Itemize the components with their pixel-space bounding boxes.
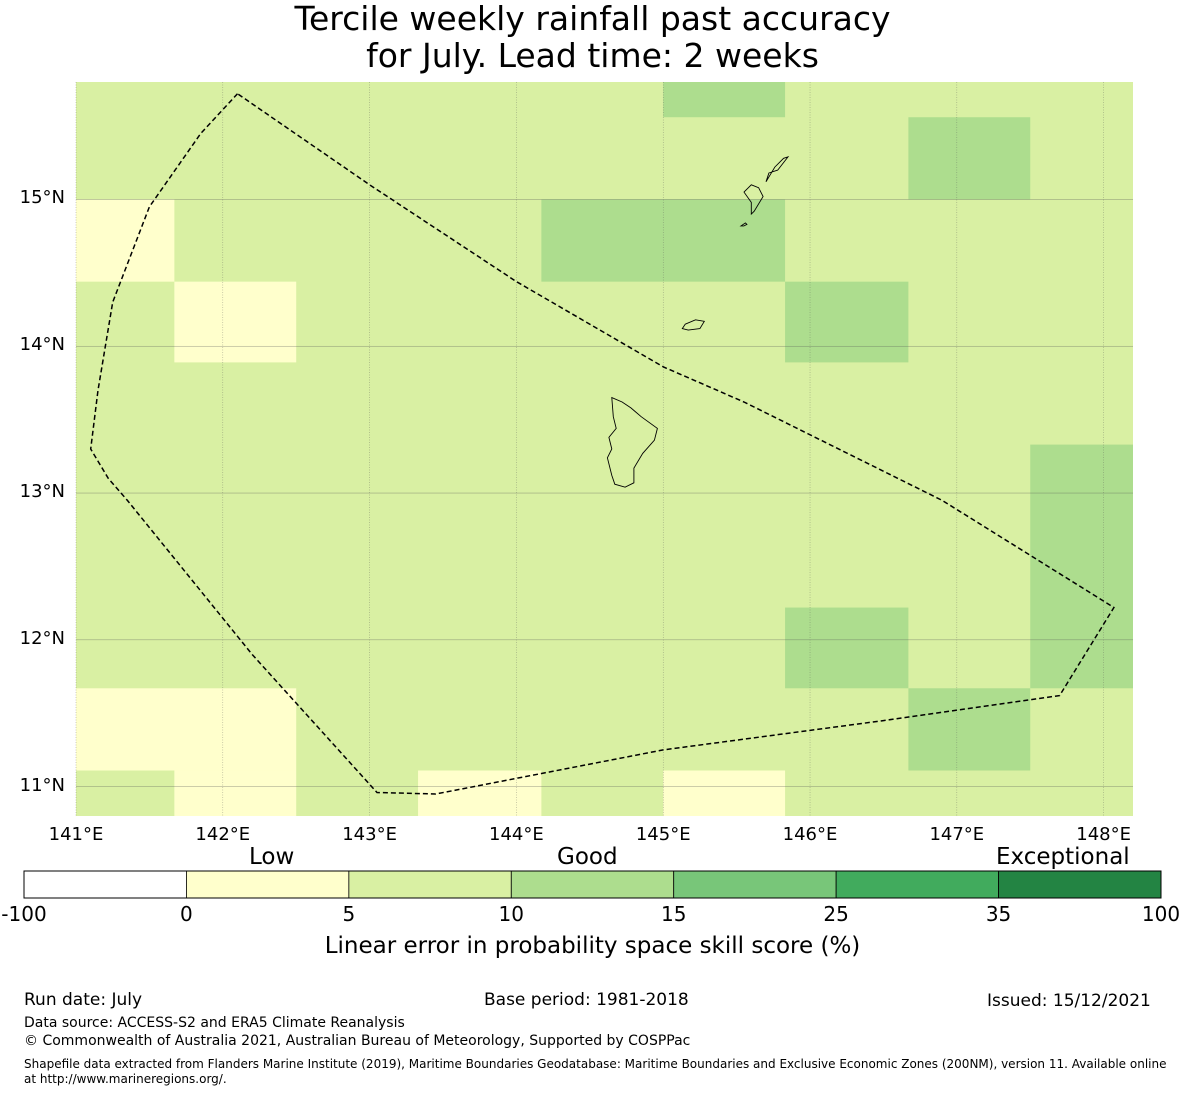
colorbar-tick: -100 (1, 902, 47, 926)
island-outline (765, 156, 790, 183)
legend-word-exceptional: Exceptional (996, 844, 1130, 870)
longitude-tick-label: 146°E (782, 824, 838, 845)
legend-word-good: Good (557, 844, 618, 870)
island-outline (739, 222, 748, 227)
eez-boundary-line (89, 93, 1115, 795)
shapefile-credit-line-1: Shapefile data extracted from Flanders M… (24, 1057, 1167, 1071)
issued-date: Issued: 15/12/2021 (987, 991, 1151, 1011)
longitude-tick-label: 141°E (48, 824, 104, 845)
latitude-tick-label: 11°N (19, 774, 65, 796)
skill-cell (785, 281, 909, 363)
base-period: Base period: 1981-2018 (484, 990, 689, 1010)
colorbar-bin (835, 870, 999, 899)
colorbar-tick: 5 (342, 902, 356, 926)
run-date: Run date: July (24, 990, 143, 1010)
colorbar-bin (348, 870, 512, 899)
skill-cell (174, 281, 297, 363)
longitude-tick-label: 143°E (342, 824, 397, 845)
shapefile-credit-line-2: at http://www.marineregions.org/. (24, 1072, 227, 1086)
island-outline (606, 396, 658, 488)
skill-cell (76, 688, 297, 771)
skill-cell (663, 82, 786, 118)
island-outline (681, 319, 706, 331)
colorbar-tick: 100 (1141, 902, 1181, 926)
colorbar-tick: 10 (498, 902, 524, 926)
colorbar-bin (23, 870, 187, 899)
colorbar-tick: 15 (660, 902, 687, 926)
colorbar-bin (998, 870, 1162, 899)
island-outline (743, 184, 764, 216)
colorbar-outline (23, 870, 1162, 899)
skill-cell (908, 688, 1031, 771)
longitude-tick-label: 148°E (1076, 824, 1131, 845)
skill-cells-layer (76, 82, 1133, 816)
chart-title-line-2: for July. Lead time: 2 weeks (366, 36, 819, 75)
copyright: © Commonwealth of Australia 2021, Austra… (24, 1033, 691, 1049)
colorbar (23, 870, 1162, 899)
skill-cell (541, 199, 786, 282)
skill-cell (908, 117, 1031, 200)
longitude-tick-label: 145°E (635, 824, 691, 845)
islands-layer (606, 156, 790, 488)
colorbar-tick: 0 (180, 902, 193, 926)
skill-cell (663, 770, 786, 816)
skill-cell (174, 770, 297, 816)
longitude-tick-label: 142°E (195, 824, 251, 845)
data-source: Data source: ACCESS-S2 and ERA5 Climate … (24, 1015, 405, 1031)
latitude-tick-label: 13°N (19, 481, 65, 503)
longitude-tick-label: 147°E (929, 824, 985, 845)
skill-cell (1030, 444, 1133, 689)
colorbar-bin (186, 870, 350, 899)
skill-cell (785, 607, 909, 689)
latitude-tick-label: 15°N (19, 187, 65, 209)
longitude-tick-label: 144°E (489, 824, 544, 845)
colorbar-bin (673, 870, 837, 899)
legend-word-low: Low (249, 844, 295, 870)
latitude-tick-label: 12°N (19, 627, 65, 649)
colorbar-tick: 35 (985, 902, 1012, 926)
graticule-layer (75, 82, 1133, 816)
skill-cell (418, 770, 542, 816)
colorbar-bin (510, 870, 675, 899)
latitude-tick-label: 14°N (19, 334, 65, 356)
chart-title-line-1: Tercile weekly rainfall past accuracy (294, 0, 891, 38)
colorbar-label: Linear error in probability space skill … (324, 933, 861, 959)
colorbar-tick: 25 (823, 902, 849, 926)
